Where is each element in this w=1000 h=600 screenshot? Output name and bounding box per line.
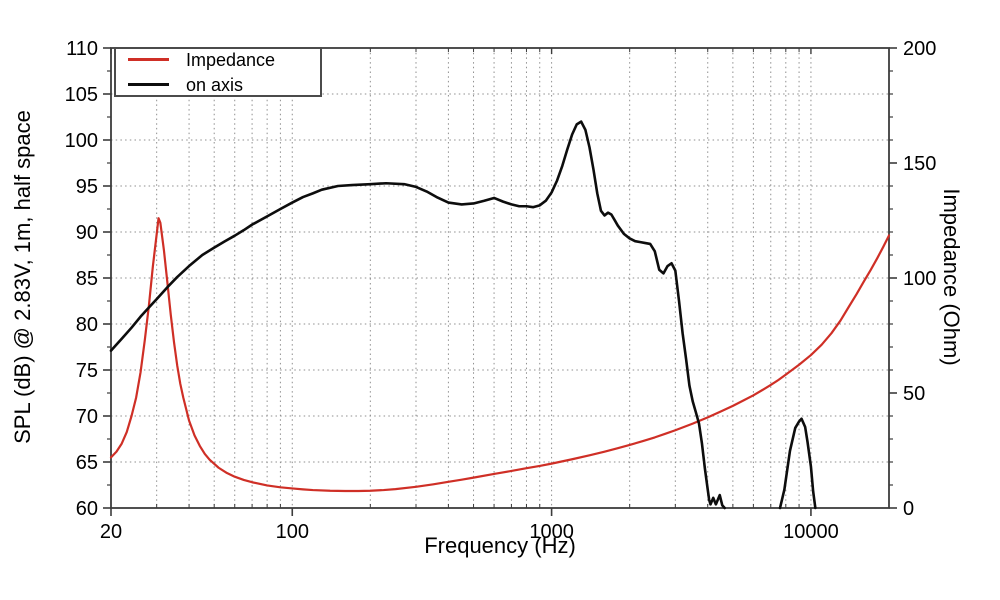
y-axis-title-left: SPL (dB) @ 2.83V, 1m, half space [10,110,35,444]
series-impedance [109,217,891,493]
y-right-tick-label: 200 [903,38,936,60]
x-axis-title: Frequency (Hz) [424,533,576,558]
y-left-tick-label: 60 [76,498,98,520]
y-right-tick-label: 0 [903,498,914,520]
y-left-tick-label: 95 [76,176,98,198]
series-on-axis [109,120,726,510]
y-left-tick-label: 85 [76,268,98,290]
y-left-tick-label: 90 [76,222,98,244]
legend: Impedance on axis [114,47,322,97]
y-right-tick-label: 150 [903,153,936,175]
x-tick-label: 100 [276,521,309,543]
impedance-line-swatch [128,58,169,61]
y-left-tick-label: 80 [76,314,98,336]
y-left-tick-label: 70 [76,406,98,428]
y-right-tick-label: 50 [903,383,925,405]
x-tick-label: 1000 [529,521,574,543]
x-tick-label: 20 [100,521,122,543]
legend-entry-impedance: Impedance [128,51,320,69]
y-left-tick-label: 110 [66,38,98,60]
x-tick-label: 10000 [783,521,839,543]
legend-entry-on-axis: on axis [128,76,320,94]
y-right-tick-label: 100 [903,268,936,290]
y-left-tick-label: 65 [76,452,98,474]
on-axis-line-swatch [128,83,169,86]
y-axis-title-right: Impedance (Ohm) [939,188,964,366]
y-left-tick-label: 100 [65,130,98,152]
y-left-tick-label: 105 [65,84,98,106]
legend-label-on-axis: on axis [186,74,244,95]
plot-border [110,47,890,509]
series-on-axis [778,417,817,510]
y-left-tick-label: 75 [76,360,98,382]
legend-label-impedance: Impedance [186,49,276,70]
